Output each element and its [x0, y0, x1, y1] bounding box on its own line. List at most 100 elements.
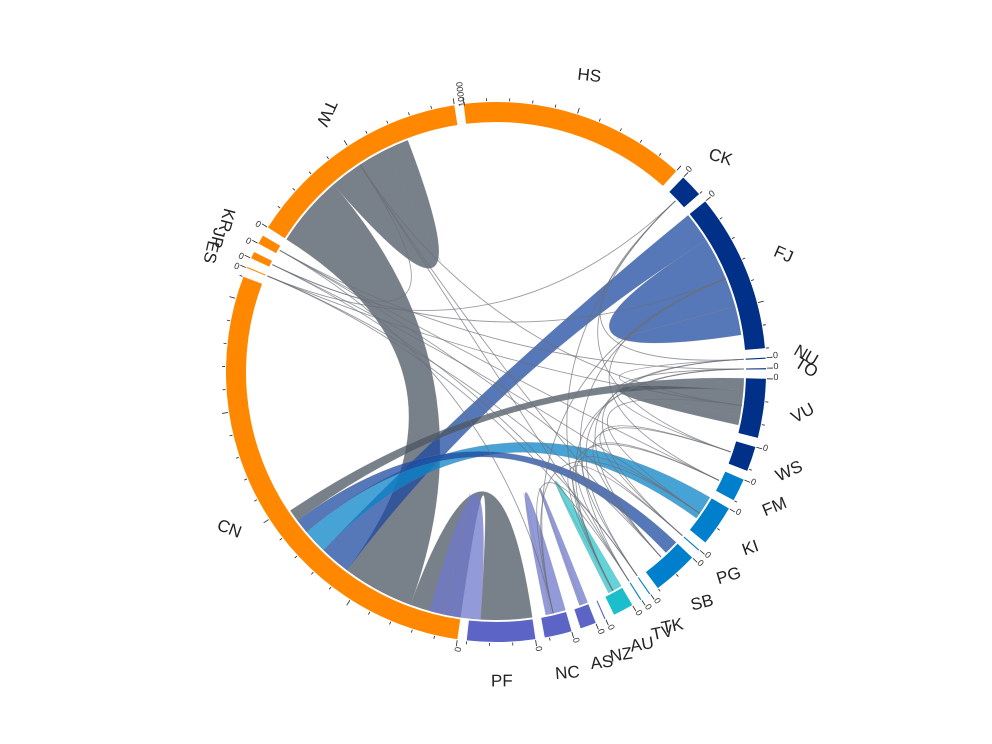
tick-mark	[229, 296, 236, 299]
tick-mark	[598, 118, 601, 122]
tick-mark	[756, 446, 763, 450]
tick-mark	[729, 508, 736, 513]
tick-label: 10000	[454, 81, 467, 107]
sector-label-hs: HS	[577, 65, 603, 86]
sector-label-nz: NZ	[608, 644, 633, 666]
chord-thin-link	[599, 425, 731, 536]
tick-label: 0	[643, 602, 654, 612]
sector-arc-nz[interactable]	[596, 600, 606, 620]
sector-arc-kr[interactable]	[258, 235, 281, 254]
sector-label-ck: CK	[707, 145, 736, 170]
tick-mark	[389, 621, 392, 625]
tick-mark	[683, 172, 689, 178]
tick-label: 0	[452, 646, 463, 652]
sector-arc-tw[interactable]	[267, 105, 458, 239]
chord-thin-link	[599, 200, 744, 361]
sector-label-sb: SB	[689, 590, 716, 614]
sector-label-ki: KI	[740, 536, 761, 559]
chord-thin-link	[359, 164, 662, 558]
tick-mark	[619, 128, 622, 132]
chord-link-nc-nc[interactable]	[523, 492, 566, 616]
tick-mark	[641, 600, 646, 606]
chord-link-as-as[interactable]	[538, 487, 588, 606]
sector-arc-vu[interactable]	[738, 378, 766, 438]
tick-mark	[692, 557, 698, 563]
tick-label: 0	[533, 646, 544, 652]
chord-thin-link	[272, 264, 700, 514]
sector-label-tv: TV	[650, 621, 676, 644]
tick-mark	[244, 254, 251, 259]
chord-thin-link	[585, 368, 744, 577]
chord-link-pf-pf[interactable]	[429, 493, 484, 620]
sector-arc-ck[interactable]	[669, 177, 700, 208]
chord-thin-link	[579, 278, 726, 582]
tick-label: 0	[749, 476, 758, 487]
tick-mark	[658, 153, 662, 156]
tick-mark	[748, 468, 752, 471]
sector-arc-ws[interactable]	[728, 441, 756, 471]
tick-mark	[386, 120, 389, 124]
sector-label-vu: VU	[788, 399, 818, 427]
chord-thin-link	[619, 358, 744, 407]
tick-mark	[762, 324, 766, 326]
tick-mark	[263, 519, 269, 524]
tick-mark	[571, 632, 574, 639]
sector-label-as: AS	[589, 652, 614, 674]
tick-mark	[751, 279, 755, 282]
tick-label: 0	[633, 608, 644, 617]
sector-arc-hs[interactable]	[463, 102, 677, 186]
sector-arc-fm[interactable]	[715, 471, 744, 501]
sector-arc-to[interactable]	[745, 368, 766, 370]
sector-arc-pf[interactable]	[466, 619, 536, 642]
sector-arc-pg[interactable]	[683, 536, 700, 551]
sector-arc-cn[interactable]	[225, 276, 461, 640]
tick-mark	[549, 637, 551, 641]
tick-mark	[731, 236, 735, 240]
chord-link-tw-tw[interactable]	[333, 139, 441, 269]
sector-label-cn: CN	[215, 515, 245, 541]
sector-label-es: ES	[199, 239, 222, 265]
tick-label: 0	[773, 350, 779, 360]
tick-mark	[229, 434, 233, 437]
tick-label: 0	[762, 442, 770, 453]
sector-label-jp: JP	[206, 226, 229, 250]
sector-arc-jp[interactable]	[251, 252, 273, 267]
chord-thin-link	[592, 427, 731, 558]
tick-mark	[676, 574, 679, 577]
sector-arc-nc[interactable]	[541, 611, 572, 638]
tick-mark	[294, 555, 298, 559]
tick-label: 0	[695, 558, 706, 569]
sector-arc-sb[interactable]	[645, 543, 693, 589]
tick-mark	[761, 424, 765, 426]
tick-mark	[235, 456, 239, 459]
sector-label-kr: KR	[215, 206, 239, 234]
chord-thin-link	[602, 358, 744, 536]
chord-thin-link	[576, 455, 700, 582]
sector-arc-au[interactable]	[605, 587, 633, 615]
sector-arc-as[interactable]	[574, 604, 596, 629]
sector-arc-ki[interactable]	[689, 498, 729, 543]
tick-mark	[705, 196, 711, 201]
chord-link-fj-fj[interactable]	[608, 240, 742, 344]
sector-arc-tv[interactable]	[629, 582, 642, 601]
chord-thin-link	[272, 264, 638, 577]
tick-mark	[408, 112, 410, 116]
tick-mark	[254, 499, 258, 502]
tick-mark	[676, 165, 682, 171]
chord-link-vu-vu[interactable]	[618, 385, 744, 426]
tick-label: 0	[773, 361, 778, 371]
tick-mark	[239, 274, 243, 277]
sector-label-au: AU	[629, 633, 656, 656]
tick-label: 0	[734, 506, 743, 517]
tick-mark	[639, 139, 643, 143]
sector-label-pf: PF	[491, 671, 513, 690]
sector-arc-tk[interactable]	[637, 577, 651, 595]
tick-mark	[326, 156, 329, 160]
tick-mark	[744, 479, 751, 483]
sector-arc-es[interactable]	[246, 266, 266, 276]
tick-mark	[328, 586, 332, 590]
tick-mark	[368, 611, 371, 615]
sector-arc-fj[interactable]	[689, 201, 765, 350]
tick-mark	[279, 538, 283, 541]
sector-arc-nu[interactable]	[745, 357, 766, 360]
